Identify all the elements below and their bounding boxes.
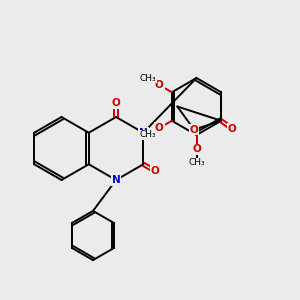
Text: CH₃: CH₃ xyxy=(140,130,156,139)
Text: O: O xyxy=(227,124,236,134)
Text: N: N xyxy=(112,175,120,185)
Text: O: O xyxy=(192,144,201,154)
Text: O: O xyxy=(190,124,199,135)
Text: N: N xyxy=(139,128,148,138)
Text: O: O xyxy=(155,80,164,90)
Text: CH₃: CH₃ xyxy=(188,158,205,167)
Text: O: O xyxy=(112,98,120,108)
Text: O: O xyxy=(151,166,160,176)
Text: O: O xyxy=(155,123,164,133)
Text: CH₃: CH₃ xyxy=(140,74,156,83)
